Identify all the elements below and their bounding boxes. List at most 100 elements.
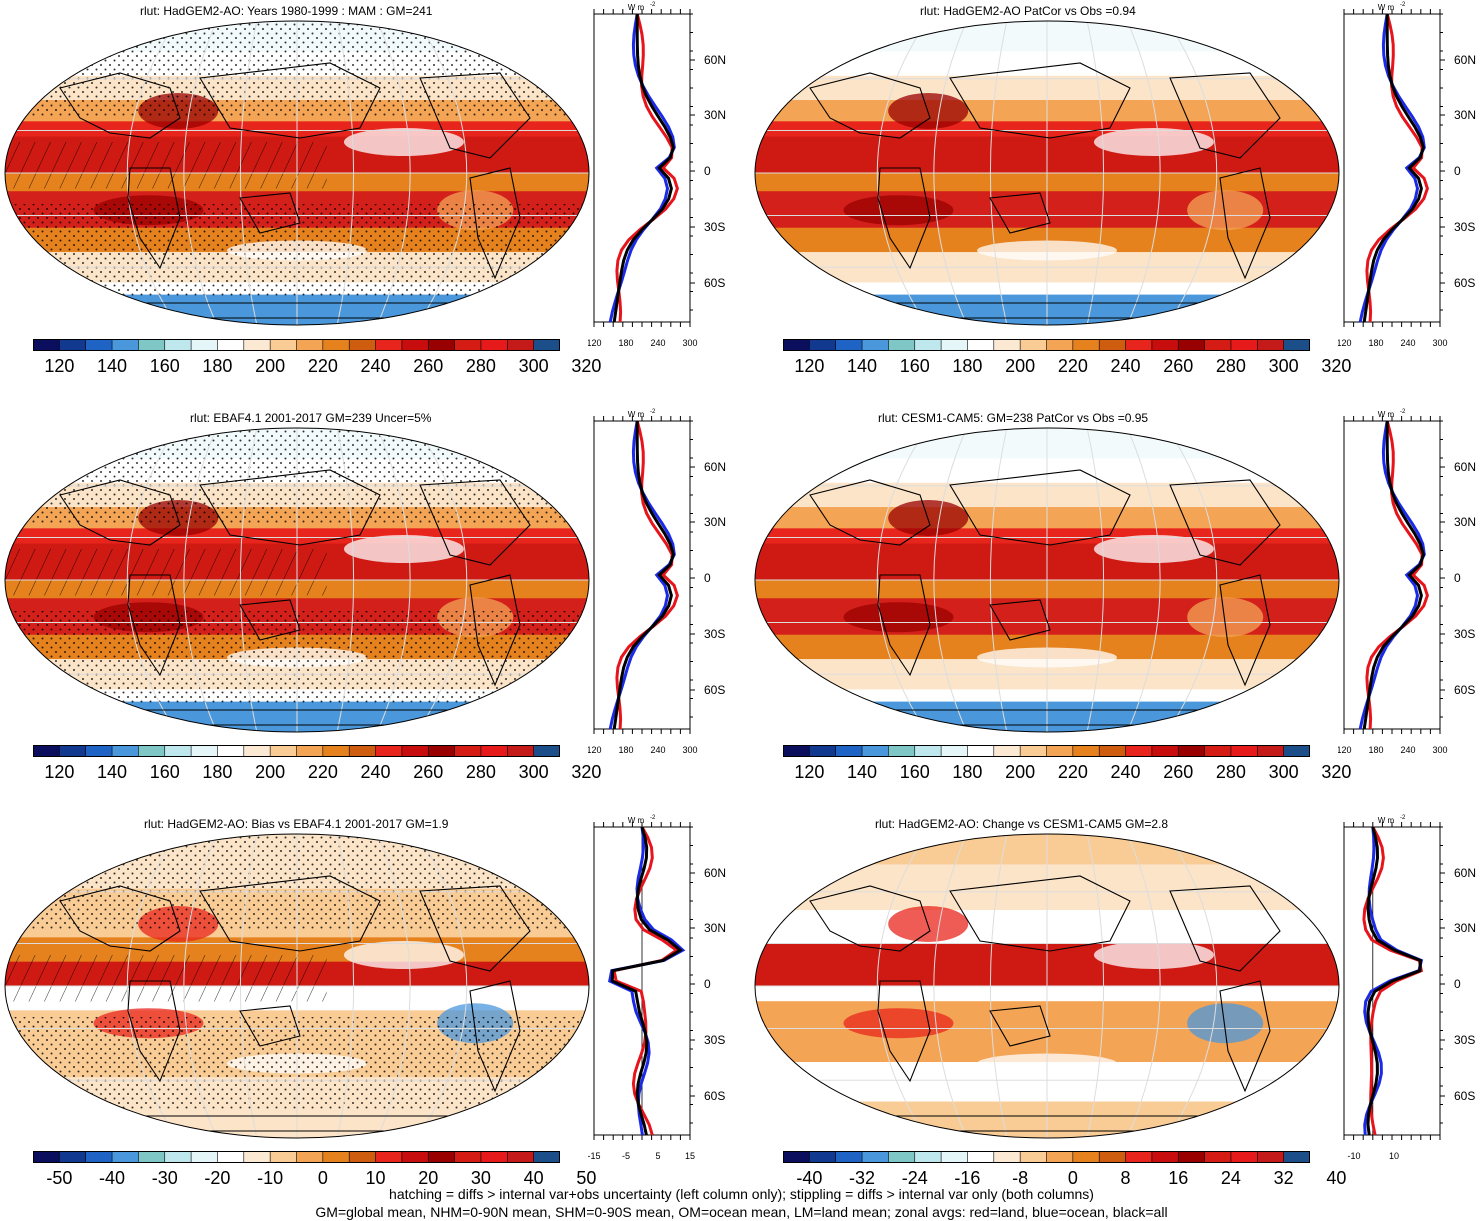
map-feature xyxy=(343,128,464,156)
colorbar-label: 160 xyxy=(899,356,930,376)
profile-x-tick-label: 300 xyxy=(1432,745,1447,755)
hatching xyxy=(5,142,327,189)
profile-line-land xyxy=(612,826,680,1136)
profile-x-tick-label: 180 xyxy=(1368,338,1383,348)
colorbar-label: 220 xyxy=(1057,762,1088,782)
colorbar-swatch xyxy=(1178,1151,1206,1163)
continent-outline xyxy=(1219,574,1271,687)
profile-line-ocean xyxy=(608,13,676,323)
colorbar-swatch xyxy=(1072,1151,1100,1163)
colorbar-swatch xyxy=(33,745,60,757)
colorbar-swatch xyxy=(1151,745,1179,757)
map-border xyxy=(754,427,1340,733)
profile-lat-label: 30S xyxy=(1454,627,1475,641)
profile-lat-label: 60N xyxy=(1454,460,1476,474)
colorbar-swatch xyxy=(1125,339,1153,351)
profile-x-tick-label: 120 xyxy=(1338,745,1352,755)
map-feature xyxy=(1093,941,1214,969)
colorbar-swatch xyxy=(138,745,166,757)
profile-line-land xyxy=(1365,13,1429,323)
profile-line-ocean xyxy=(1358,13,1426,323)
continent-outline xyxy=(809,479,931,546)
colorbar-label: 240 xyxy=(360,762,391,782)
continent-outline xyxy=(59,72,181,139)
colorbar-swatch xyxy=(507,1151,535,1163)
colorbar-label: -40 xyxy=(99,1168,126,1188)
profile-lat-label: 30S xyxy=(1454,220,1475,234)
colorbar-swatch xyxy=(1257,1151,1285,1163)
colorbar-swatch xyxy=(243,1151,271,1163)
continent-outline xyxy=(127,980,181,1083)
colorbar-label: 24 xyxy=(1220,1168,1241,1188)
colorbar-label: 140 xyxy=(847,356,878,376)
colorbar-swatch xyxy=(862,1151,889,1163)
colorbar-swatch xyxy=(1099,1151,1127,1163)
colorbar-4 xyxy=(783,745,1310,757)
colorbar-swatch xyxy=(941,339,968,351)
profile-line-ocean xyxy=(1358,420,1426,730)
profile-x-tick-label: 10 xyxy=(1389,1151,1399,1161)
profile-lat-label: 30N xyxy=(1454,921,1476,935)
profile-lat-label: 30S xyxy=(704,627,725,641)
colorbar-swatch xyxy=(191,339,218,351)
colorbar-label: 260 xyxy=(413,356,444,376)
colorbar-swatch xyxy=(809,745,837,757)
profile-line-all xyxy=(612,14,675,323)
profile-x-tick-label: 300 xyxy=(1432,338,1447,348)
colorbar-swatch xyxy=(533,339,560,351)
colorbar-swatch xyxy=(507,745,535,757)
continent-outline xyxy=(199,469,381,546)
colorbar-label: 180 xyxy=(202,356,233,376)
profile-lat-label: 60N xyxy=(704,53,726,67)
colorbar-label: -32 xyxy=(849,1168,876,1188)
colorbar-label: 30 xyxy=(470,1168,491,1188)
colorbar-label: 40 xyxy=(523,1168,544,1188)
continent-outline xyxy=(59,479,181,546)
colorbar-label: 20 xyxy=(418,1168,439,1188)
profile-lat-label: 60N xyxy=(704,460,726,474)
colorbar-swatch xyxy=(164,1151,192,1163)
colorbar-label: 300 xyxy=(518,762,549,782)
colorbar-swatch xyxy=(428,1151,456,1163)
colorbar-label: -40 xyxy=(796,1168,823,1188)
continent-outline xyxy=(419,479,531,566)
panel-title-5: rlut: HadGEM2-AO: Bias vs EBAF4.1 2001-2… xyxy=(144,817,449,831)
colorbar-swatch xyxy=(835,745,863,757)
profile-unit-exponent: -2 xyxy=(1400,409,1406,415)
colorbar-swatch xyxy=(401,1151,429,1163)
colorbar-label: 280 xyxy=(465,762,496,782)
colorbar-swatch xyxy=(993,1151,1021,1163)
colorbar-1 xyxy=(33,339,560,351)
colorbar-label: 120 xyxy=(44,356,75,376)
map-feature xyxy=(1187,1003,1264,1044)
profile-x-tick-label: 5 xyxy=(655,1151,660,1161)
colorbar-labels-6: -40 -32 -24 -16 -8 0 8 16 24 32 40 xyxy=(783,1168,1346,1190)
colorbar-swatch xyxy=(1257,745,1285,757)
colorbar-swatch xyxy=(164,339,192,351)
colorbar-label: 180 xyxy=(952,762,983,782)
colorbar-label: 140 xyxy=(97,762,128,782)
colorbar-swatch xyxy=(1204,339,1232,351)
continent-outline xyxy=(809,885,931,952)
continent-outline xyxy=(469,574,521,687)
colorbar-swatch xyxy=(243,745,271,757)
profile-line-land xyxy=(615,420,679,730)
continent-outline xyxy=(469,167,521,280)
profile-unit-exponent: -2 xyxy=(1400,2,1406,8)
colorbar-swatch xyxy=(85,339,113,351)
profile-x-tick-label: 240 xyxy=(650,338,665,348)
profile-lat-label: 0 xyxy=(1454,164,1461,178)
profile-lat-label: 30S xyxy=(704,1033,725,1047)
profile-lat-label: 60S xyxy=(1454,276,1475,290)
colorbar-label: 320 xyxy=(1321,762,1352,782)
colorbar-swatch xyxy=(1204,745,1232,757)
colorbar-swatch xyxy=(322,745,350,757)
colorbar-swatch xyxy=(1283,1151,1310,1163)
colorbar-label: -20 xyxy=(204,1168,231,1188)
colorbar-label: 320 xyxy=(571,762,602,782)
map-panel-1 xyxy=(4,20,590,326)
colorbar-label: -10 xyxy=(257,1168,284,1188)
colorbar-swatch xyxy=(1178,745,1206,757)
colorbar-label: 240 xyxy=(1110,762,1141,782)
colorbar-swatch xyxy=(1046,339,1074,351)
